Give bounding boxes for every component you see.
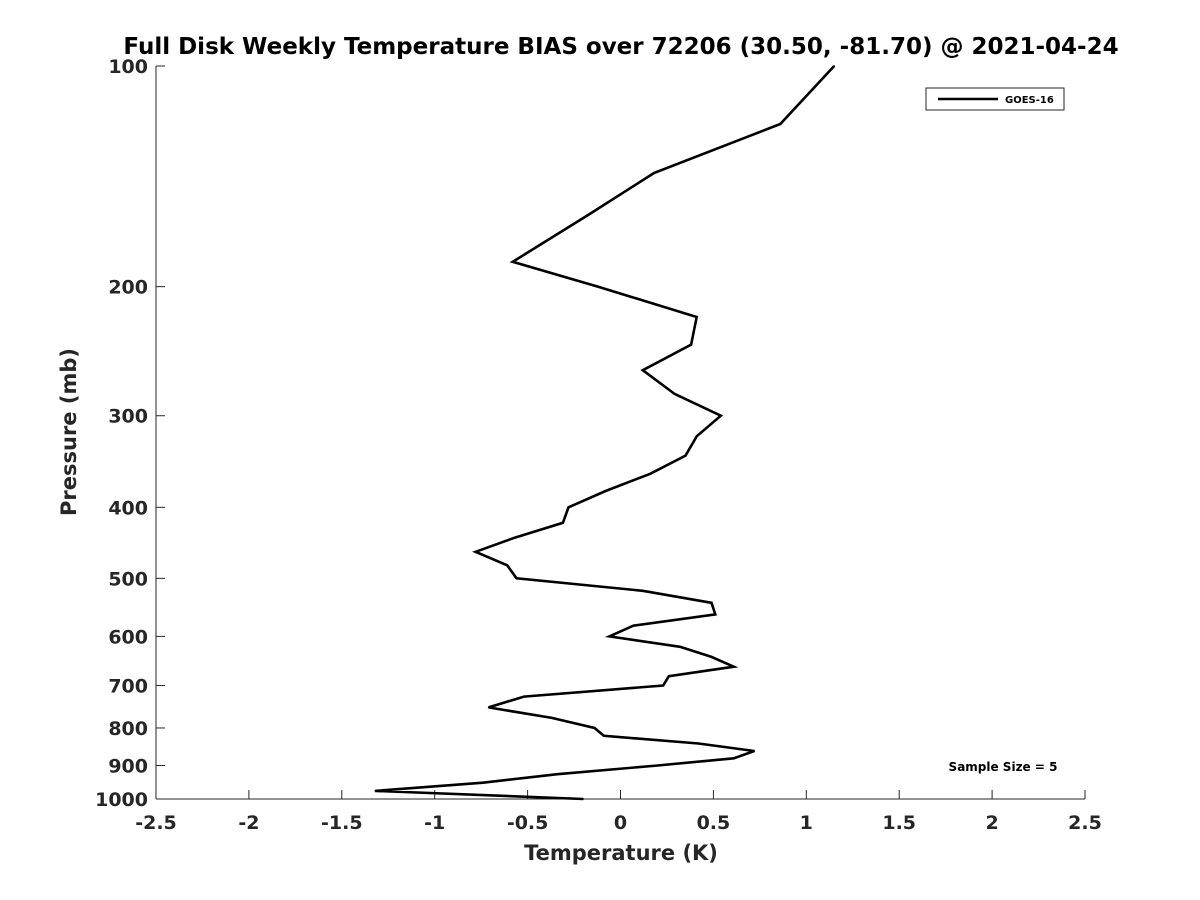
- legend: GOES-16: [925, 87, 1065, 111]
- data-point: [710, 602, 713, 604]
- x-tick-label: -0.5: [507, 812, 549, 834]
- data-point: [506, 564, 509, 567]
- data-point: [697, 742, 700, 745]
- data-point: [567, 506, 570, 509]
- x-tick-label: 1: [800, 812, 813, 834]
- data-point: [733, 757, 735, 760]
- data-point: [632, 624, 635, 627]
- chart-title: Full Disk Weekly Temperature BIAS over 7…: [123, 34, 1118, 60]
- data-point: [513, 536, 516, 539]
- data-point: [695, 435, 698, 438]
- data-point: [753, 750, 756, 752]
- y-axis-label: Pressure (mb): [57, 348, 81, 516]
- data-point: [833, 65, 835, 67]
- data-point: [642, 369, 644, 372]
- data-point: [586, 214, 588, 217]
- data-point: [668, 675, 670, 677]
- data-point: [511, 261, 514, 263]
- x-tick-label: -2.5: [135, 812, 177, 834]
- data-point: [608, 635, 611, 638]
- x-tick-label: -2: [238, 812, 259, 834]
- data-point: [779, 123, 782, 125]
- y-tick-label: 100: [108, 56, 148, 78]
- y-tick-label: 200: [108, 277, 148, 299]
- data-point: [487, 706, 490, 709]
- data-point: [695, 316, 698, 318]
- data-point: [690, 343, 692, 346]
- data-point: [642, 590, 644, 592]
- sample-size-note: Sample Size = 5: [949, 760, 1058, 774]
- y-tick-label: 300: [108, 406, 148, 428]
- data-point: [474, 551, 477, 553]
- series-line-goes-16: [375, 65, 836, 801]
- data-point: [556, 773, 559, 775]
- data-point: [551, 717, 553, 719]
- data-point: [679, 646, 681, 648]
- y-tick-label: 600: [108, 626, 148, 648]
- data-point: [523, 695, 525, 698]
- y-tick-label: 700: [108, 675, 148, 697]
- legend-label-goes-16: GOES-16: [1005, 95, 1054, 106]
- data-point: [582, 798, 585, 800]
- x-axis: -2.5 -2 -1.5 -1 -0.5 0 0.5 1 1.5 2 2.5: [135, 790, 1102, 834]
- x-tick-label: 0.5: [697, 812, 731, 834]
- x-tick-label: 1.5: [882, 812, 916, 834]
- data-point: [714, 613, 717, 616]
- y-tick-label: 800: [108, 718, 148, 740]
- data-point: [604, 490, 607, 492]
- data-point: [653, 172, 655, 174]
- x-axis-label: Temperature (K): [524, 841, 718, 865]
- data-point: [733, 665, 735, 668]
- data-point: [662, 684, 664, 687]
- series-layer: [374, 65, 836, 801]
- data-point: [593, 727, 596, 729]
- y-axis: 100 200 300 400 500 600 700 800 900 1000: [95, 56, 165, 811]
- x-tick-label: 2.5: [1068, 812, 1102, 834]
- data-point: [515, 577, 518, 580]
- y-tick-label: 1000: [95, 789, 148, 811]
- data-point: [603, 735, 605, 737]
- x-tick-label: -1: [424, 812, 445, 834]
- data-point: [673, 393, 676, 395]
- data-point: [710, 656, 713, 658]
- data-point: [374, 790, 377, 792]
- x-tick-label: -1.5: [321, 812, 363, 834]
- y-tick-label: 400: [108, 497, 148, 519]
- x-tick-label: 0: [614, 812, 627, 834]
- data-point: [597, 285, 599, 288]
- data-point: [482, 781, 484, 784]
- y-tick-label: 500: [108, 568, 148, 590]
- y-tick-label: 900: [108, 755, 148, 777]
- data-point: [656, 764, 659, 767]
- data-point: [684, 454, 687, 457]
- data-point: [649, 473, 651, 475]
- x-tick-label: 2: [985, 812, 998, 834]
- data-point: [720, 414, 722, 417]
- data-point: [562, 522, 564, 524]
